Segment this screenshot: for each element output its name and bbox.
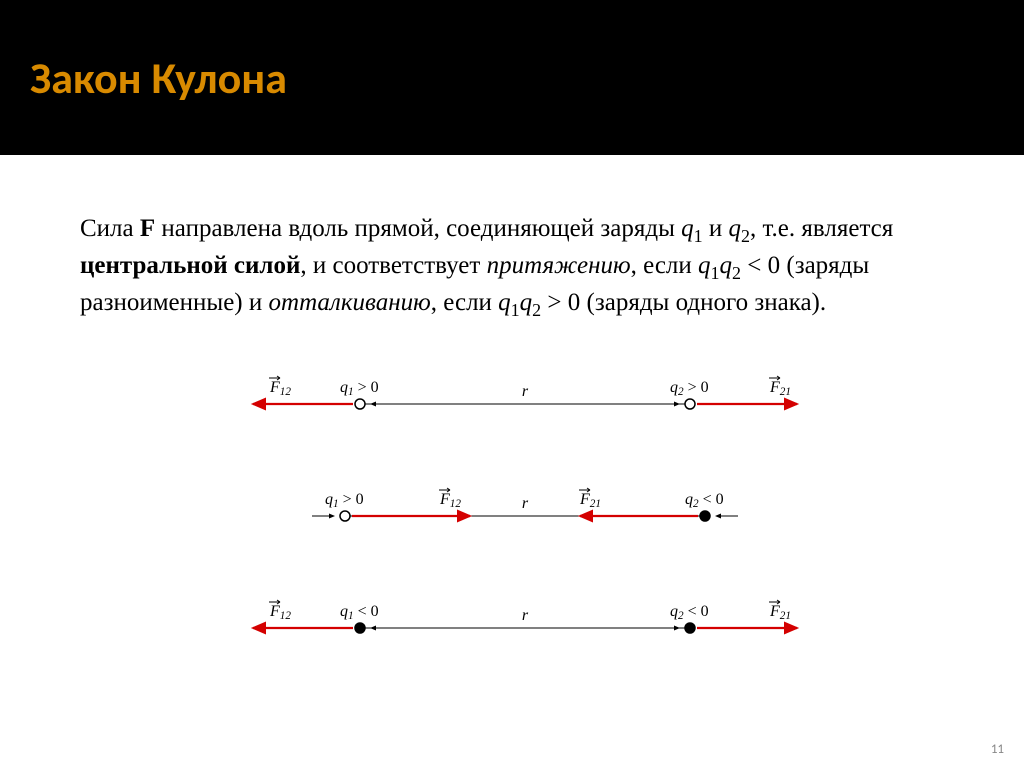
svg-text:r: r	[521, 607, 528, 624]
q1q2c: q	[498, 289, 511, 316]
content-area: Сила F направлена вдоль прямой, соединяю…	[0, 155, 1024, 646]
s2b: 2	[532, 300, 541, 320]
svg-text:F21: F21	[769, 603, 791, 622]
s2a: 2	[732, 263, 741, 283]
diagram-attraction: q1 > 0 q2 < 0 F12 F21 r	[275, 484, 775, 534]
t8: , если	[431, 289, 498, 316]
paragraph: Сила F направлена вдоль прямой, соединяю…	[80, 212, 969, 322]
q2: q	[729, 215, 742, 242]
svg-text:q1 > 0: q1 > 0	[340, 379, 379, 398]
q2s: 2	[741, 226, 750, 246]
t4: , т.е. является	[750, 215, 893, 242]
svg-text:r: r	[521, 495, 528, 512]
page-number: 11	[991, 742, 1004, 757]
svg-text:F12: F12	[269, 379, 291, 398]
svg-text:q2 > 0: q2 > 0	[670, 379, 709, 398]
F: F	[140, 215, 155, 242]
svg-text:q1 < 0: q1 < 0	[340, 603, 379, 622]
b1: центральной силой	[80, 252, 300, 279]
svg-text:F12: F12	[269, 603, 291, 622]
slide-header: Закон Кулона	[0, 0, 1024, 155]
t2: направлена вдоль прямой, соединяющей зар…	[155, 215, 681, 242]
svg-text:F21: F21	[579, 491, 601, 510]
diagram-repulsion-negative: q1 < 0 q2 < 0 F12 F21 r	[215, 596, 835, 646]
q1q2a: q	[698, 252, 711, 279]
t5: , и соответствует	[300, 252, 486, 279]
t6: , если	[631, 252, 698, 279]
s1b: 1	[511, 300, 520, 320]
svg-text:q2 < 0: q2 < 0	[670, 603, 709, 622]
svg-text:q1 > 0: q1 > 0	[325, 491, 364, 510]
q1q2b: q	[720, 252, 733, 279]
svg-text:r: r	[521, 383, 528, 400]
s1a: 1	[711, 263, 720, 283]
diagrams-container: q1 > 0q2 > 0F12F21r q1 > 0q2 < 0F12F21r …	[80, 372, 969, 646]
t1: Сила	[80, 215, 140, 242]
slide-title: Закон Кулона	[30, 51, 287, 105]
q1s: 1	[694, 226, 703, 246]
diagram-repulsion-positive: q1 > 0 q2 > 0 F12 F21 r	[215, 372, 835, 422]
t9: > 0 (заряды одного знака).	[541, 289, 826, 316]
svg-text:F12: F12	[439, 491, 461, 510]
i1: притяжению	[487, 252, 631, 279]
i2: отталкиванию	[269, 289, 431, 316]
q1q2d: q	[520, 289, 533, 316]
t3: и	[703, 215, 729, 242]
q1: q	[681, 215, 694, 242]
svg-text:F21: F21	[769, 379, 791, 398]
svg-text:q2 < 0: q2 < 0	[685, 491, 724, 510]
